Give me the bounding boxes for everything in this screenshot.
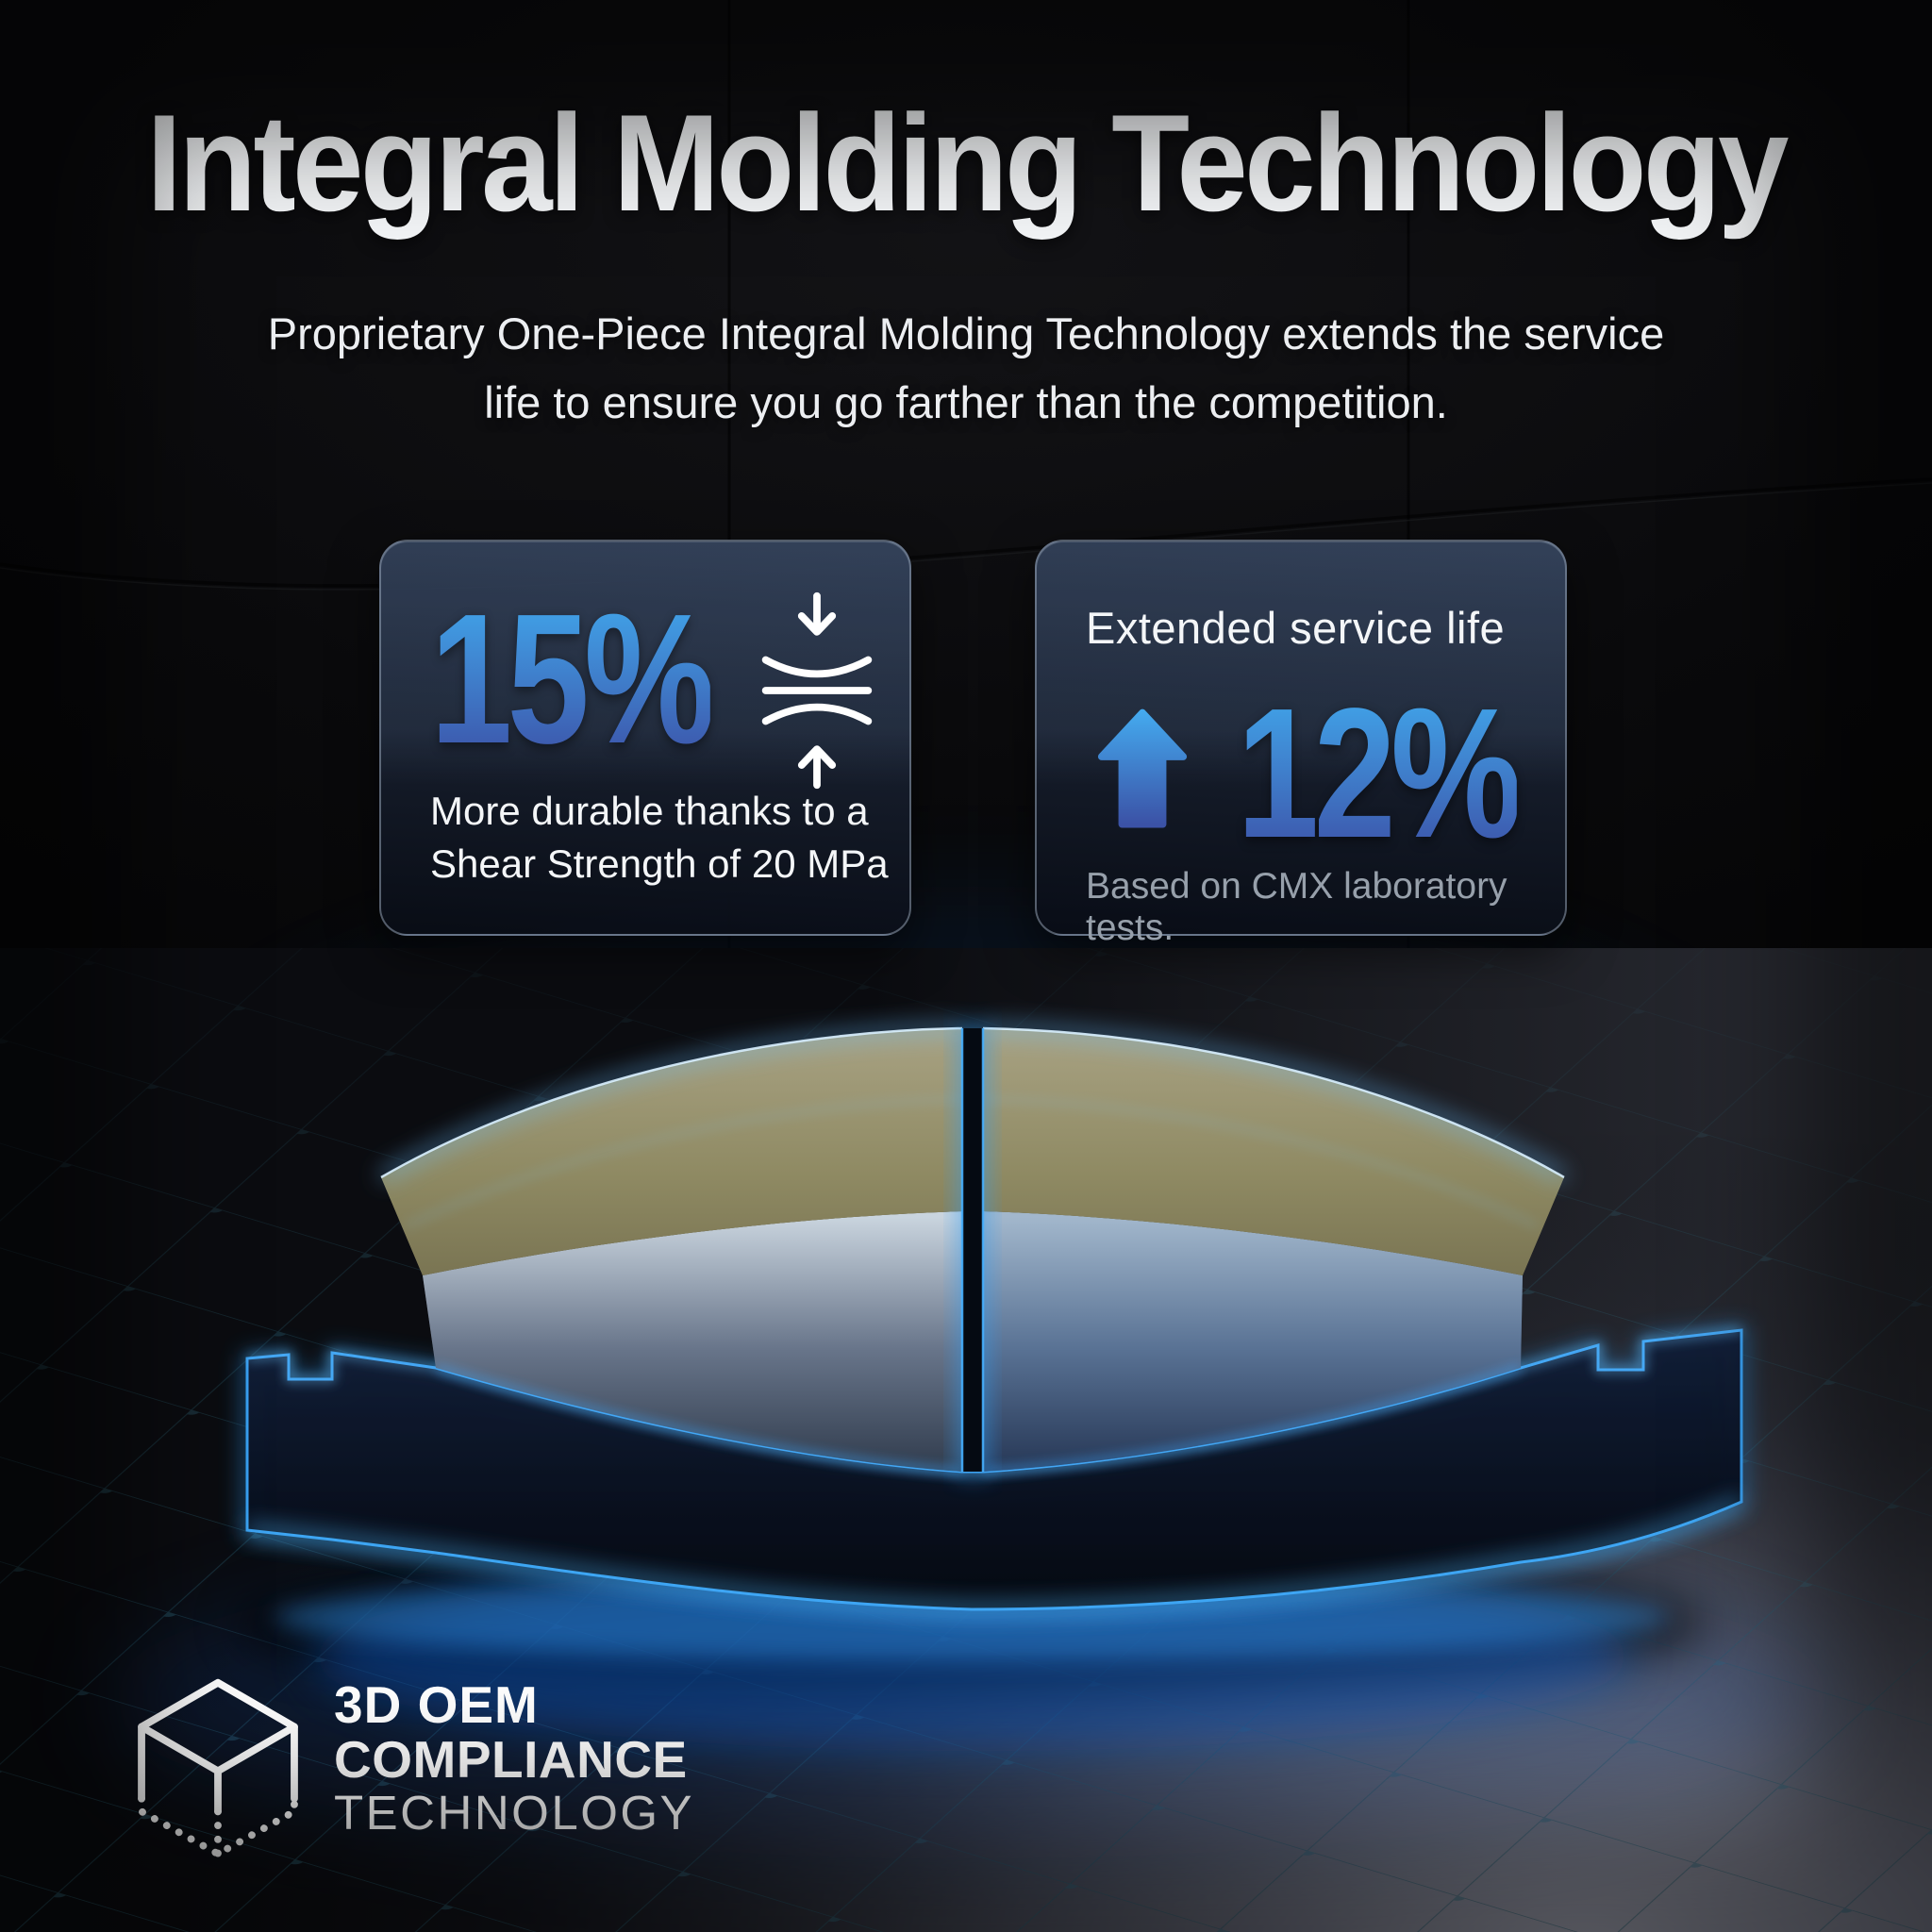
- brake-pad-friction-front: [423, 1211, 1523, 1474]
- subtitle-line-2: life to ensure you go farther than the c…: [484, 376, 1448, 427]
- cube-wireframe-icon: [138, 1678, 298, 1858]
- compression-icon: [761, 591, 873, 790]
- subtitle-line-1: Proprietary One-Piece Integral Molding T…: [267, 308, 1665, 358]
- pad-glow: [104, 1538, 1840, 1858]
- brake-pad-illustration: [247, 1024, 1741, 1609]
- compliance-badge: 3D OEM COMPLIANCE TECHNOLOGY: [130, 1672, 694, 1860]
- arrow-up-icon: [1097, 708, 1188, 828]
- service-life-value: 12%: [1237, 670, 1523, 876]
- service-life-footnote: Based on CMX laboratory tests.: [1086, 866, 1507, 948]
- badge-text: 3D OEM COMPLIANCE TECHNOLOGY: [334, 1677, 694, 1839]
- stat-card-service-life: Extended service life 12% Based on CMX l…: [1035, 540, 1567, 948]
- brake-pad-friction-top: [378, 1024, 1567, 1275]
- stat-card-durability: 15% More durable thanks to a Shear Stren…: [379, 540, 911, 936]
- service-life-heading: Extended service life: [1086, 603, 1506, 653]
- brake-pad-center-slot: [957, 1024, 989, 1475]
- badge-line-2: COMPLIANCE: [334, 1730, 688, 1790]
- durability-value: 15%: [430, 575, 716, 782]
- durability-caption: More durable thanks to a Shear Strength …: [430, 789, 889, 887]
- backplate-bottom-glow: [246, 1498, 1743, 1614]
- page-subtitle: Proprietary One-Piece Integral Molding T…: [0, 300, 1932, 438]
- friction-backplate-seam-glow: [435, 1365, 1522, 1474]
- badge-line-3: TECHNOLOGY: [334, 1785, 695, 1840]
- badge-line-1: 3D OEM: [334, 1675, 539, 1734]
- page-title: Integral Molding Technology: [146, 86, 1789, 240]
